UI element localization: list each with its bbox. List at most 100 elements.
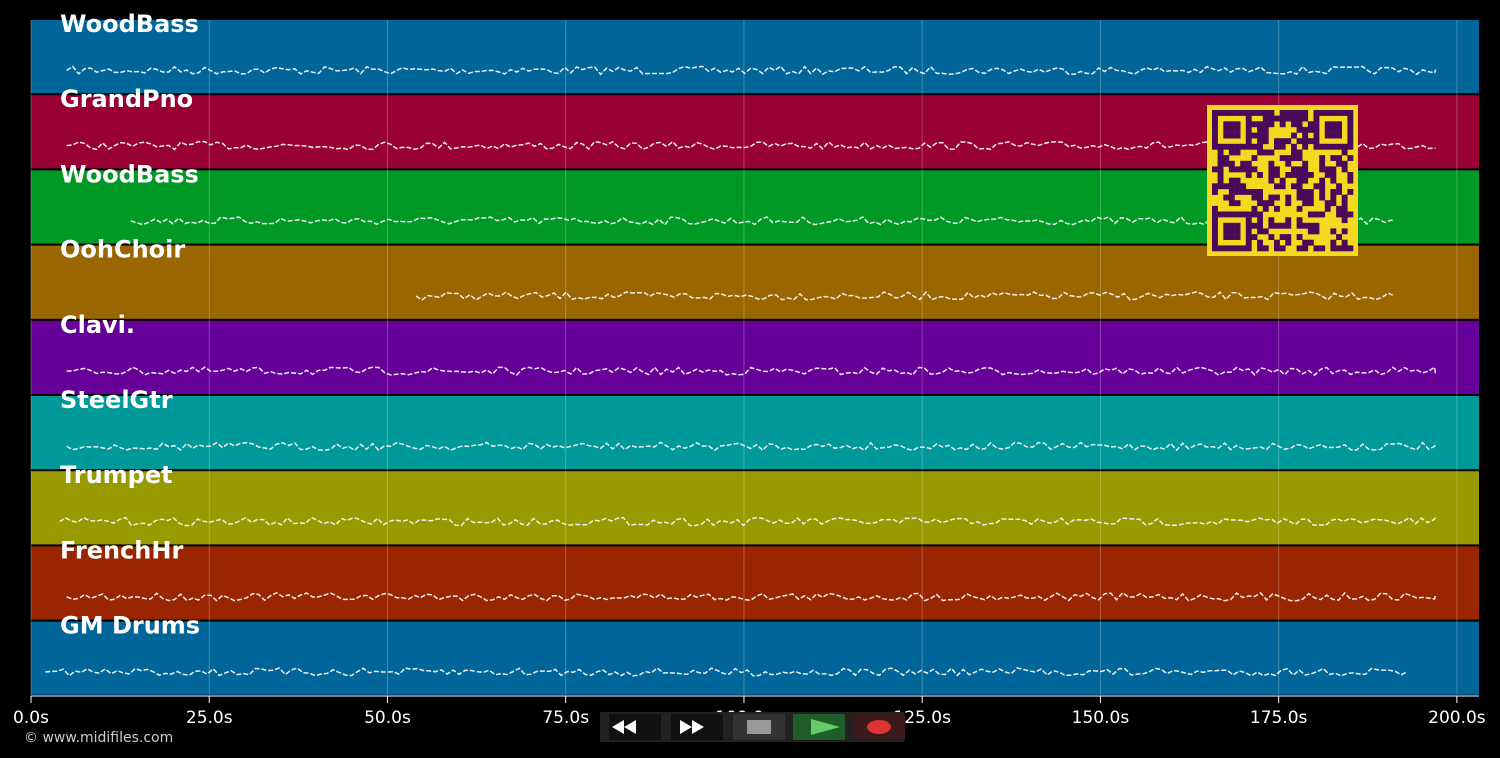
qr-cell xyxy=(1217,177,1224,184)
qr-cell xyxy=(1257,189,1263,195)
qr-cell xyxy=(1302,160,1309,167)
qr-cell xyxy=(1313,211,1320,218)
qr-cell xyxy=(1268,115,1275,122)
qr-cell xyxy=(1279,222,1286,229)
qr-cell xyxy=(1251,155,1258,161)
qr-cell xyxy=(1279,245,1286,252)
qr-cell xyxy=(1212,183,1218,190)
qr-cell xyxy=(1212,245,1218,252)
qr-cell xyxy=(1341,149,1348,156)
qr-cell xyxy=(1274,166,1280,173)
qr-code xyxy=(1207,105,1358,256)
qr-cell xyxy=(1341,194,1348,201)
qr-cell xyxy=(1296,189,1303,195)
qr-cell xyxy=(1302,166,1309,173)
qr-cell xyxy=(1347,110,1354,116)
qr-cell xyxy=(1251,166,1258,173)
qr-cell xyxy=(1212,126,1218,133)
qr-cell xyxy=(1296,121,1303,128)
record-button[interactable] xyxy=(853,714,905,740)
note-trace xyxy=(66,591,1437,602)
qr-cell xyxy=(1330,143,1337,150)
qr-cell xyxy=(1347,138,1354,145)
qr-cell xyxy=(1268,121,1275,128)
qr-cell xyxy=(1296,115,1303,122)
qr-cell xyxy=(1285,115,1292,122)
qr-cell xyxy=(1341,205,1348,212)
qr-cell xyxy=(1330,166,1337,173)
qr-cell xyxy=(1212,121,1218,128)
qr-cell xyxy=(1313,110,1320,116)
qr-cell xyxy=(1285,194,1292,201)
qr-cell xyxy=(1324,132,1331,139)
qr-cell xyxy=(1223,245,1230,252)
qr-cell xyxy=(1223,132,1230,139)
stop-button[interactable] xyxy=(733,714,785,740)
lane xyxy=(31,621,1479,695)
qr-cell xyxy=(1245,121,1252,128)
qr-cell xyxy=(1307,194,1314,201)
qr-cell xyxy=(1245,166,1252,173)
qr-cell xyxy=(1336,143,1342,150)
qr-cell xyxy=(1257,228,1263,235)
note-trace xyxy=(66,441,1437,452)
qr-cell xyxy=(1268,160,1275,167)
qr-cell xyxy=(1245,239,1252,246)
qr-cell xyxy=(1223,183,1230,190)
qr-cell xyxy=(1212,138,1218,145)
qr-cell xyxy=(1234,183,1241,190)
qr-cell xyxy=(1268,194,1275,201)
qr-cell xyxy=(1262,126,1269,133)
qr-cell xyxy=(1228,110,1235,116)
lane xyxy=(31,546,1479,620)
qr-cell xyxy=(1296,245,1303,252)
rewind-button[interactable] xyxy=(609,714,661,740)
qr-cell xyxy=(1257,132,1263,139)
play-icon xyxy=(811,719,840,735)
qr-cell xyxy=(1257,172,1263,178)
stop-icon xyxy=(747,720,771,734)
qr-cell xyxy=(1279,143,1286,150)
qr-cell xyxy=(1257,217,1263,224)
forward-button[interactable] xyxy=(671,714,723,740)
qr-cell xyxy=(1330,121,1337,128)
qr-cell xyxy=(1228,228,1235,235)
qr-cell xyxy=(1341,143,1348,150)
qr-cell xyxy=(1291,172,1297,178)
transport-controls xyxy=(600,712,905,742)
qr-cell xyxy=(1307,138,1314,145)
qr-cell xyxy=(1228,160,1235,167)
qr-cell xyxy=(1245,138,1252,145)
qr-cell xyxy=(1251,110,1258,116)
qr-cell xyxy=(1245,160,1252,167)
qr-cell xyxy=(1240,166,1247,173)
qr-cell xyxy=(1212,115,1218,122)
qr-cell xyxy=(1234,189,1241,195)
qr-cell xyxy=(1347,121,1354,128)
qr-cell xyxy=(1228,126,1235,133)
qr-cell xyxy=(1223,194,1230,201)
qr-cell xyxy=(1296,138,1303,145)
note-trace xyxy=(130,215,1393,226)
play-button[interactable] xyxy=(793,714,845,740)
track-label: SteelGtr xyxy=(60,386,173,414)
qr-cell xyxy=(1274,239,1280,246)
qr-cell xyxy=(1302,189,1309,195)
qr-cell xyxy=(1228,194,1235,201)
qr-cell xyxy=(1223,110,1230,116)
qr-cell xyxy=(1234,166,1241,173)
qr-cell xyxy=(1313,121,1320,128)
qr-cell xyxy=(1262,200,1269,207)
qr-cell xyxy=(1251,222,1258,229)
qr-cell xyxy=(1217,160,1224,167)
qr-cell xyxy=(1262,245,1269,252)
qr-cell xyxy=(1291,121,1297,128)
qr-cell xyxy=(1268,177,1275,184)
tick-label: 125.0s xyxy=(893,708,951,728)
qr-cell xyxy=(1302,110,1309,116)
lane xyxy=(31,396,1479,470)
qr-cell xyxy=(1319,177,1326,184)
qr-cell xyxy=(1212,234,1218,240)
qr-cell xyxy=(1341,166,1348,173)
qr-cell xyxy=(1296,217,1303,224)
